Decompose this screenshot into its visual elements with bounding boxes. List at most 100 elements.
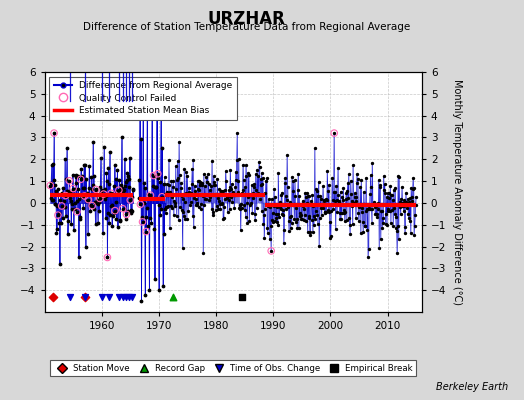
Point (386, 183, 395, 189)
Point (63, 188, 72, 194)
Point (49, 294, 57, 300)
Point (264, 230, 272, 236)
Point (376, 184, 384, 190)
Point (365, 203, 373, 209)
Point (279, 211, 287, 218)
Point (101, 186, 109, 192)
Point (61, 192, 70, 199)
Point (103, 177, 111, 184)
Point (329, 206, 337, 212)
Point (116, 216, 124, 223)
Point (187, 198, 195, 205)
Point (62, 176, 71, 182)
Point (95, 199, 103, 205)
Point (288, 174, 296, 181)
Point (328, 202, 336, 208)
Point (309, 203, 318, 209)
Point (186, 191, 194, 197)
Point (165, 157, 173, 163)
Point (223, 192, 231, 199)
Point (235, 156, 243, 163)
Point (310, 212, 319, 219)
Point (300, 217, 308, 223)
Point (334, 165, 342, 171)
Point (159, 180, 168, 187)
Point (192, 196, 200, 202)
Point (147, 194, 155, 200)
Point (222, 178, 231, 184)
Point (292, 219, 300, 225)
Point (123, 177, 131, 183)
Point (115, 187, 123, 193)
Point (408, 194, 416, 200)
Point (50, 130, 58, 136)
Point (211, 182, 219, 188)
Point (261, 206, 269, 213)
Point (138, 219, 147, 225)
Point (384, 206, 392, 212)
Point (362, 174, 370, 181)
Point (168, 194, 177, 200)
Point (374, 206, 383, 212)
Point (169, 184, 177, 190)
Point (66, 194, 74, 201)
Point (144, 222, 152, 229)
Point (90, 206, 99, 212)
Point (385, 190, 393, 197)
Point (321, 209, 330, 215)
Point (127, 208, 136, 214)
Point (379, 173, 388, 180)
Point (108, 191, 117, 197)
Point (225, 206, 234, 212)
Point (247, 191, 255, 198)
Point (252, 171, 260, 178)
Point (352, 215, 360, 221)
Point (231, 192, 239, 198)
Point (95, 195, 104, 202)
Point (71, 180, 80, 186)
Point (368, 160, 377, 166)
Point (126, 155, 134, 161)
Point (146, 192, 155, 198)
Point (350, 200, 358, 206)
Point (248, 194, 257, 201)
Point (138, 219, 147, 225)
Point (101, 193, 110, 199)
Point (202, 196, 210, 202)
Point (146, 215, 154, 221)
Point (200, 202, 209, 208)
Point (407, 185, 416, 192)
Point (274, 211, 282, 217)
Point (238, 186, 247, 193)
Point (323, 168, 332, 174)
Point (326, 218, 334, 225)
Point (341, 218, 349, 224)
Point (265, 196, 273, 202)
Point (297, 212, 305, 218)
Point (114, 188, 123, 195)
Point (74, 186, 82, 192)
Point (312, 208, 320, 214)
Point (305, 192, 313, 199)
Point (160, 230, 168, 237)
Point (336, 188, 345, 195)
Point (121, 183, 129, 189)
Point (57, 191, 65, 197)
Point (49, 161, 57, 168)
Point (319, 183, 328, 189)
Point (313, 188, 321, 195)
Point (73, 208, 81, 215)
Point (340, 206, 348, 213)
Point (255, 158, 263, 165)
Point (115, 294, 123, 300)
Point (69, 185, 78, 192)
Point (220, 204, 228, 210)
Point (100, 191, 108, 197)
Point (96, 155, 105, 162)
Point (104, 210, 112, 216)
Point (381, 220, 390, 227)
Point (340, 210, 348, 217)
Point (358, 218, 367, 225)
Point (82, 176, 90, 182)
Point (72, 172, 80, 178)
